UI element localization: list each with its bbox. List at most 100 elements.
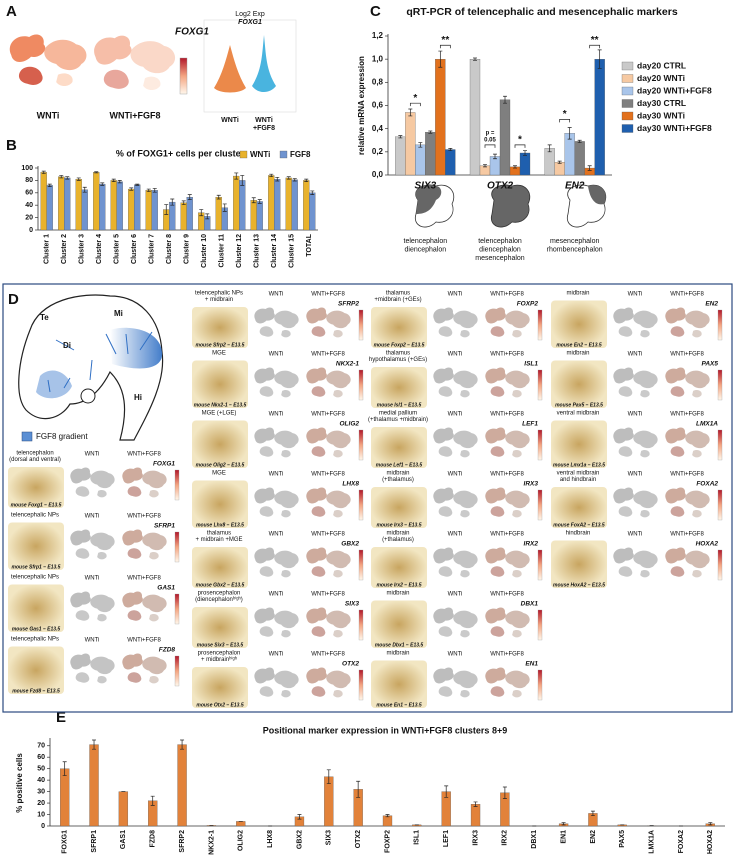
gene-label: NKX2-1: [336, 361, 360, 368]
color-bar: [174, 655, 180, 687]
violin-label: WNTi: [255, 117, 273, 124]
region-label: Di: [63, 341, 71, 350]
umap-image: [70, 467, 115, 498]
gene-label: EN2: [705, 301, 718, 308]
region-label: thalamus: [386, 291, 410, 297]
error-bar: [448, 148, 453, 152]
region-label: (+thalamus +midbrain): [368, 417, 428, 423]
bar: [215, 196, 222, 231]
umap-expression: [665, 307, 710, 338]
bar: [128, 188, 135, 231]
umap-expression: [485, 607, 530, 638]
umap-image: [433, 547, 478, 578]
legend-label: WNTi: [250, 150, 270, 159]
umap-image: [254, 547, 299, 578]
bar: [303, 180, 310, 231]
error-bar: [111, 178, 116, 182]
error-bar: [234, 172, 239, 180]
marker-entry: thalamus+midbrain (+GEs) mouse Foxp2 – E1…: [371, 291, 543, 348]
region-caption: telencephalon: [478, 238, 522, 245]
error-bar: [181, 200, 186, 205]
region-label: prosencephalon: [198, 651, 241, 657]
error-bar: [275, 176, 280, 182]
region-caption: mesencephalon: [550, 238, 600, 245]
gene-label: SIX3: [345, 601, 359, 608]
condition-label: WNTi: [269, 412, 284, 418]
condition-label: WNTi: [269, 352, 284, 358]
bar: [519, 152, 531, 176]
gene-label: OLIG2: [339, 421, 359, 428]
x-tick-label: Cluster 4: [96, 234, 103, 264]
umap-image: [433, 367, 478, 398]
error-bar: [170, 198, 175, 206]
significance-bracket: [589, 44, 601, 49]
legend-label: FGF8: [290, 150, 311, 159]
error-bar: [523, 150, 527, 156]
condition-label: WNTi: [628, 412, 643, 418]
legend-swatch: [621, 61, 634, 71]
x-tick-label: GAS1: [120, 830, 127, 849]
umap-expression: [306, 547, 351, 578]
marker-entry: prosencephalon+ midbrainʰⁱᵍʰ mouse Otx2 –…: [192, 651, 364, 708]
ish-caption: mouse Olig2 – E13.5: [196, 462, 245, 468]
color-bar: [358, 669, 364, 701]
error-bar: [199, 209, 204, 217]
bar: [291, 179, 298, 231]
legend-label: day20 WNTi: [637, 73, 685, 83]
significance-label: **: [591, 35, 599, 46]
color-bar: [358, 309, 364, 341]
y-tick-label: 40: [37, 777, 45, 784]
x-tick-label: Cluster 6: [131, 234, 138, 264]
x-tick-label: LMX1A: [648, 830, 655, 854]
y-tick-label: 60: [25, 190, 33, 197]
umap-image: [254, 367, 299, 398]
marker-entry: MGE mouse Nkx2-1 – E13.5 WNTi WNTi+FGF8 NKX2…: [192, 351, 364, 408]
legend-label: day20 CTRL: [637, 60, 686, 70]
condition-label: WNTi+FGF8: [670, 532, 704, 538]
legend-swatch: [621, 111, 634, 121]
ish-caption: mouse Irx3 – E13.5: [376, 522, 421, 528]
ish-caption: mouse Pax5 – E13.5: [555, 402, 603, 408]
condition-label: WNTi: [85, 514, 100, 520]
umap-expression: [485, 667, 530, 698]
condition-label: WNTi+FGF8: [490, 292, 524, 298]
marker-entry: midbrain(+thalamus) mouse Irx2 – E13.5 WNT…: [371, 531, 543, 588]
panel-label: E: [56, 709, 66, 726]
gene-label: EN1: [525, 661, 538, 668]
error-bar: [62, 761, 67, 776]
color-bar: [717, 549, 723, 581]
bar: [574, 141, 585, 176]
ish-image: [551, 540, 607, 588]
bar: [233, 175, 240, 231]
region-label: telencephalic NPs: [195, 291, 243, 297]
gene-label: OTX2: [342, 661, 359, 668]
significance-label: **: [441, 35, 449, 46]
bar: [93, 172, 100, 231]
color-bar: [179, 57, 188, 95]
error-bar: [100, 182, 105, 186]
color-bar: [537, 669, 543, 701]
region-label: prosencephalon: [198, 591, 241, 597]
error-bar: [94, 171, 99, 174]
bar: [75, 179, 82, 231]
ish-image: [192, 360, 248, 408]
brain-schematic: Te Di Mi Hi FGF8 gradient: [18, 294, 164, 442]
ish-image: [371, 600, 427, 648]
error-bar: [408, 108, 413, 117]
umap-image: [433, 607, 478, 638]
error-bar: [41, 170, 46, 174]
x-tick-label: TOTAL: [306, 233, 313, 256]
bar: [81, 189, 88, 231]
ish-caption: mouse FoxA2 – E13.5: [553, 522, 605, 528]
marker-entry: midbrain mouse Pax5 – E13.5 WNTi WNTi+FGF8 P…: [551, 351, 723, 408]
error-bar: [503, 95, 507, 104]
error-bar: [438, 50, 443, 68]
x-tick-label: Cluster 14: [271, 234, 278, 268]
y-tick-label: 0,0: [372, 170, 384, 179]
error-bar: [473, 57, 477, 61]
legend-swatch: [621, 124, 634, 133]
legend-swatch: [621, 99, 634, 108]
panel-label: C: [370, 3, 381, 20]
x-tick-label: FOXG1: [62, 830, 69, 854]
condition-label: WNTi+FGF8: [490, 412, 524, 418]
